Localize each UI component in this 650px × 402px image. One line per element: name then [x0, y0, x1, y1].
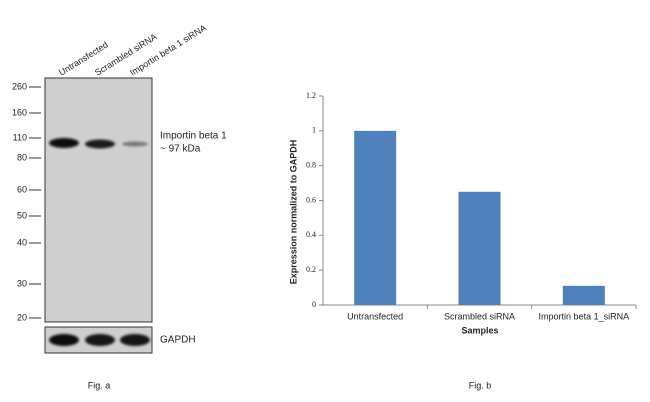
band [49, 334, 79, 346]
band [85, 139, 115, 149]
caption: Fig. a [88, 380, 111, 390]
y-tick-label: 0.4 [306, 230, 316, 239]
x-tick-label: Untransfected [347, 311, 403, 321]
marker-label: 160 [12, 107, 27, 117]
band [122, 141, 148, 147]
y-tick-label: 0.8 [306, 160, 316, 169]
x-tick-label: Scrambled siRNA [444, 311, 515, 321]
marker-label: 80 [17, 152, 27, 162]
band [85, 334, 115, 346]
band [49, 138, 79, 148]
bands [49, 138, 150, 346]
y-tick-label: 1.2 [306, 91, 316, 100]
band [120, 334, 150, 346]
y-tick-label: 1 [312, 126, 316, 135]
x-tick-label: Importin beta 1_siRNA [539, 311, 630, 321]
x-axis-label: Samples [461, 325, 498, 335]
target-size: ~ 97 kDa [160, 144, 201, 155]
caption: Fig. b [469, 380, 492, 390]
lane-label: Scrambled siRNA [93, 32, 159, 78]
y-axis-label: Expression normalized to GAPDH [288, 140, 298, 285]
bar [562, 285, 605, 305]
y-tick-label: 0.2 [306, 265, 316, 274]
loading-control: GAPDH [160, 335, 196, 346]
bar [354, 130, 397, 305]
marker-label: 20 [17, 312, 27, 322]
marker-label: 50 [17, 210, 27, 220]
marker-label: 60 [17, 184, 27, 194]
blot-membrane [44, 77, 153, 323]
y-tick-label: 0.6 [306, 195, 316, 204]
marker-label: 30 [17, 278, 27, 288]
marker-label: 40 [17, 237, 27, 247]
marker-label: 260 [12, 81, 27, 91]
bar [458, 191, 501, 305]
marker-label: 110 [13, 132, 27, 142]
y-tick-label: 0 [312, 300, 316, 309]
target-name: Importin beta 1 [160, 131, 227, 142]
